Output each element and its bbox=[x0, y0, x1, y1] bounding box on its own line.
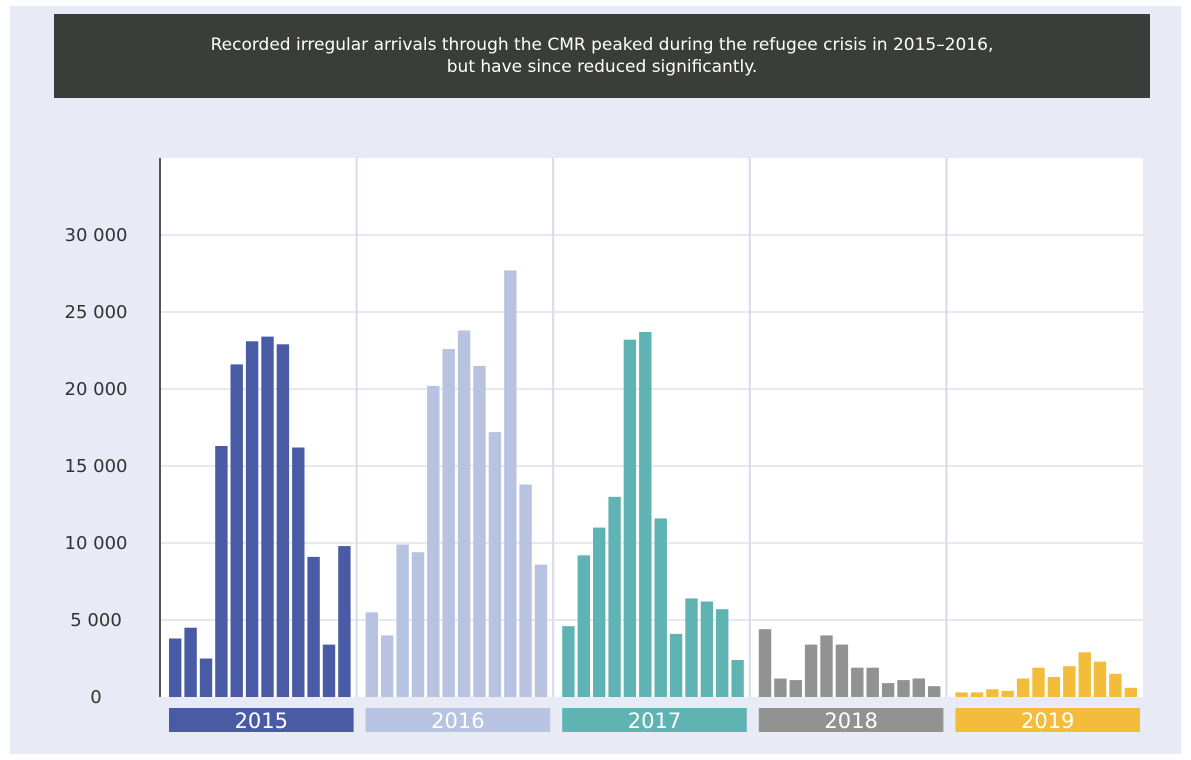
bar-2018-m10 bbox=[897, 680, 910, 697]
bar-2018-m6 bbox=[835, 644, 849, 697]
year-label-2019: 2019 bbox=[1021, 709, 1074, 733]
y-tick-label: 30 000 bbox=[65, 225, 128, 246]
bar-2016-m4 bbox=[411, 552, 425, 697]
caption-banner: Recorded irregular arrivals through the … bbox=[54, 14, 1150, 98]
bar-2017-m1 bbox=[562, 626, 575, 697]
bar-2016-m12 bbox=[534, 564, 548, 697]
bar-2015-m3 bbox=[199, 658, 213, 697]
year-label-box-2018 bbox=[758, 708, 944, 732]
bar-2016-m9 bbox=[488, 432, 502, 697]
bar-2017-m10 bbox=[700, 601, 714, 697]
bar-2018-m8 bbox=[866, 667, 879, 697]
bar-2018-m2 bbox=[774, 678, 787, 697]
year-label-box-2017 bbox=[562, 708, 747, 732]
bar-2015-m1 bbox=[169, 638, 182, 697]
bar-2019-m2 bbox=[970, 692, 984, 697]
bar-2016-m5 bbox=[427, 385, 440, 697]
bar-2015-m6 bbox=[245, 341, 259, 697]
year-label-2016: 2016 bbox=[431, 709, 484, 733]
bar-2015-m7 bbox=[261, 336, 274, 697]
bar-2018-m3 bbox=[789, 680, 802, 697]
bar-2015-m10 bbox=[307, 556, 320, 697]
bar-2018-m9 bbox=[881, 683, 895, 697]
bar-2017-m5 bbox=[623, 339, 637, 697]
bar-2019-m7 bbox=[1047, 677, 1061, 697]
bar-2018-m1 bbox=[758, 629, 772, 697]
bar-2015-m8 bbox=[276, 344, 290, 697]
bar-2019-m4 bbox=[1001, 690, 1014, 697]
bar-2015-m4 bbox=[215, 446, 228, 697]
bar-2017-m4 bbox=[608, 496, 621, 697]
bar-2015-m9 bbox=[292, 447, 305, 697]
bar-2016-m8 bbox=[473, 365, 486, 697]
bar-2019-m8 bbox=[1063, 666, 1076, 697]
year-label-2015: 2015 bbox=[235, 709, 288, 733]
bar-2016-m2 bbox=[381, 635, 394, 697]
y-tick-label: 20 000 bbox=[65, 379, 128, 400]
year-label-box-2016 bbox=[365, 708, 551, 732]
bar-2019-m10 bbox=[1093, 661, 1107, 697]
caption-line-2: but have since reduced significantly. bbox=[446, 57, 758, 77]
bar-2016-m7 bbox=[457, 330, 471, 697]
bar-2016-m11 bbox=[519, 484, 532, 697]
bar-2019-m11 bbox=[1109, 673, 1122, 697]
bar-2015-m11 bbox=[322, 644, 336, 697]
y-tick-label: 10 000 bbox=[65, 533, 128, 554]
bar-2015-m2 bbox=[184, 627, 197, 697]
bar-2017-m7 bbox=[654, 518, 667, 697]
bar-2019-m5 bbox=[1016, 678, 1030, 697]
bar-2018-m12 bbox=[928, 686, 941, 697]
bar-2017-m6 bbox=[639, 332, 652, 697]
y-tick-label: 5 000 bbox=[70, 610, 122, 631]
year-label-2017: 2017 bbox=[628, 709, 681, 733]
bar-2019-m6 bbox=[1032, 667, 1045, 697]
bar-2019-m3 bbox=[986, 689, 999, 697]
bar-2017-m9 bbox=[685, 598, 698, 697]
y-tick-label: 25 000 bbox=[65, 302, 128, 323]
bar-2018-m5 bbox=[820, 635, 833, 697]
bar-2016-m6 bbox=[442, 349, 455, 697]
bar-2018-m4 bbox=[804, 644, 818, 697]
bar-2018-m7 bbox=[851, 667, 864, 697]
bar-2015-m5 bbox=[230, 364, 243, 697]
y-tick-label: 0 bbox=[90, 687, 101, 708]
year-label-box-2019 bbox=[955, 708, 1140, 732]
bar-2019-m9 bbox=[1078, 652, 1091, 697]
bar-2019-m1 bbox=[955, 692, 968, 697]
y-tick-label: 15 000 bbox=[65, 456, 128, 477]
bar-2017-m12 bbox=[731, 660, 744, 697]
year-label-2018: 2018 bbox=[824, 709, 877, 733]
year-label-box-2015 bbox=[169, 708, 354, 732]
bar-2017-m11 bbox=[716, 609, 729, 697]
bar-2019-m12 bbox=[1124, 687, 1137, 697]
bar-2016-m3 bbox=[396, 544, 409, 697]
bar-2016-m1 bbox=[365, 612, 378, 697]
bar-2016-m10 bbox=[504, 270, 517, 697]
caption-line-1: Recorded irregular arrivals through the … bbox=[210, 35, 994, 55]
bar-2015-m12 bbox=[338, 546, 351, 697]
bar-2017-m8 bbox=[669, 633, 683, 697]
bar-2018-m11 bbox=[912, 678, 925, 697]
bar-2017-m3 bbox=[593, 527, 606, 697]
bar-2017-m2 bbox=[577, 555, 590, 697]
